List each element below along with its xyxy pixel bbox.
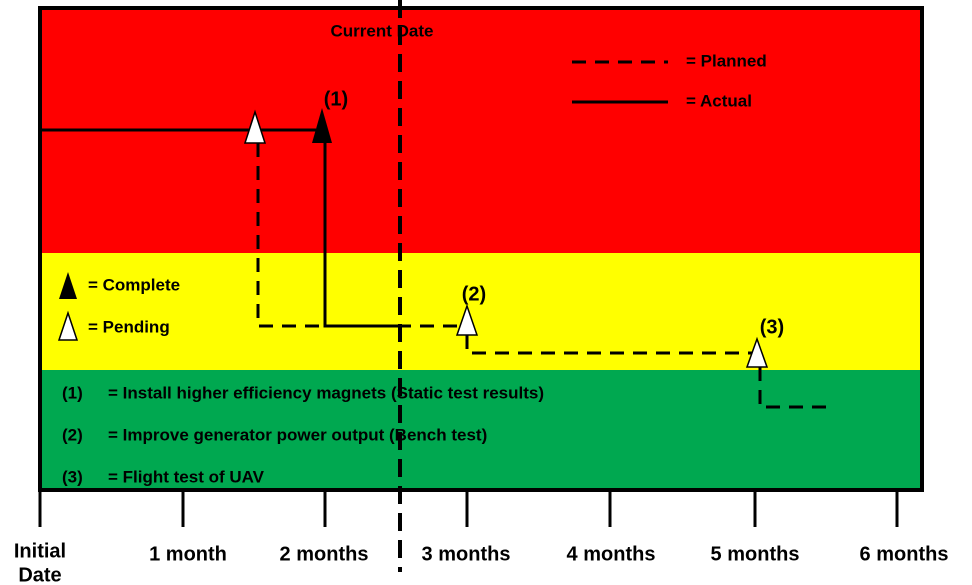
green-zone [40,370,922,490]
legend-actual: = Actual [686,91,752,110]
note-label: (2) [62,425,83,444]
legend-complete: = Complete [88,275,180,294]
axis-tick-label: 2 months [280,543,369,565]
planned-line [758,367,830,409]
axis-tick-label: 5 months [711,543,800,565]
note-label: (3) [62,467,83,486]
pending-icon [57,310,79,341]
note-text: = Flight test of UAV [108,467,265,486]
current-date-label: Current Date [331,21,434,40]
axis-tick-label: 1 month [149,543,227,565]
pending-milestone [455,303,479,336]
marker-label: (3) [760,316,784,338]
legend-planned: = Planned [686,51,767,70]
complete-milestone [312,108,332,143]
axis-tick-label: 6 months [860,543,949,565]
frame [38,6,924,492]
axis-tick-label: 4 months [567,543,656,565]
marker-label: (1) [324,88,348,110]
axis-ticks [38,490,899,527]
note-label: (1) [62,383,83,402]
complete-icon [59,272,77,299]
note-text: = Improve generator power output (Bench … [108,425,487,444]
axis-tick-label: 3 months [422,543,511,565]
axis-origin: Date [18,564,61,585]
actual-line [323,143,400,328]
yellow-zone [40,253,922,370]
planned-milestone [243,109,267,144]
legend-pending: = Pending [88,317,170,336]
note-text: = Install higher efficiency magnets (Sta… [108,383,544,402]
axis-origin: Initial [14,540,66,562]
marker-label: (2) [462,283,486,305]
pending-milestone [745,336,769,368]
planned-line [465,335,752,355]
